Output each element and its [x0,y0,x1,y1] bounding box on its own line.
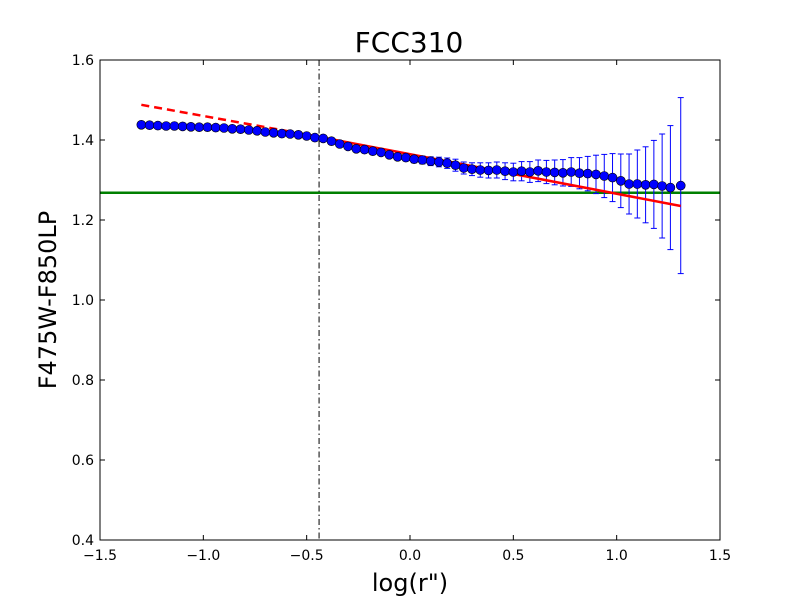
data-point [136,120,147,130]
data-point [326,136,337,146]
data-point [566,167,577,177]
data-point [285,129,295,139]
x-tick-label: 1.5 [709,548,731,564]
data-point [508,167,519,177]
data-point [409,154,419,164]
data-point [434,157,444,167]
data-point [392,152,403,162]
plot-area [100,60,720,540]
x-tick-label: −1.0 [186,548,220,564]
data-point [268,128,279,138]
data-point [334,139,345,149]
x-tick-label: −1.5 [83,548,117,564]
axes-frame [99,59,721,541]
data-point [675,180,686,191]
data-point [591,169,601,180]
data-point [458,163,469,173]
data-point [500,166,510,176]
data-point [657,181,667,191]
data-point [574,168,585,178]
x-tick-label: 0.0 [399,548,421,564]
data-point [277,128,287,139]
data-point [475,165,486,175]
data-point [558,168,568,178]
data-point [186,122,196,132]
data-point [384,150,395,160]
data-point [549,167,560,178]
data-point [533,166,543,176]
y-tick-label: 1.4 [72,133,94,149]
data-point [260,127,271,137]
data-point [194,122,204,132]
data-point [665,182,676,193]
data-point [467,164,477,174]
data-point [210,122,221,133]
y-tick-label: 1.6 [72,53,94,69]
y-axis-title: F475W-F850LP [34,211,62,390]
data-point [376,147,386,158]
y-tick-label: 1.2 [72,213,94,229]
data-point [640,180,651,190]
chart-title: FCC310 [355,26,464,59]
data-point [318,133,329,144]
data-point [301,131,312,141]
data-point [293,130,304,140]
data-point [343,141,353,152]
data-point [153,120,163,131]
data-point [144,120,155,130]
data-point [219,123,229,133]
x-tick-label: 0.5 [502,548,524,564]
data-point [310,132,320,143]
y-tick-label: 1.0 [72,293,94,309]
data-point [607,172,618,183]
data-point [401,152,411,163]
x-tick-label: 1.0 [606,548,628,564]
data-point [525,167,535,177]
data-point [367,146,378,156]
data-point [541,167,552,177]
data-point [177,121,188,132]
data-point [483,165,494,176]
data-point [450,160,461,170]
data-point [202,122,213,132]
data-point [252,126,262,136]
data-point [649,179,659,190]
data-point [582,168,593,179]
data-point [632,179,643,189]
data-point [425,156,436,166]
data-point [516,166,527,176]
x-axis-title: log(r") [372,569,448,597]
x-tick-label: −0.5 [290,548,324,564]
axis-ticks: −1.5 −1.0 −0.5 0.0 0.5 1.0 1.5 0.4 0.6 0.8 1.0 1.2 1… [72,53,731,564]
data-point [624,179,634,189]
data-point [442,158,453,168]
y-tick-label: 0.4 [72,533,94,549]
data-point [235,124,246,134]
data-point [491,165,502,175]
data-point [227,124,238,134]
data-point [161,121,171,131]
data-point [244,125,254,135]
data-point [417,155,428,165]
y-tick-label: 0.6 [72,453,94,469]
data-point [599,171,610,181]
data-point [351,144,362,154]
data-point [359,144,370,155]
data-point [615,176,626,186]
y-tick-label: 0.8 [72,373,94,389]
data-point [169,121,180,131]
